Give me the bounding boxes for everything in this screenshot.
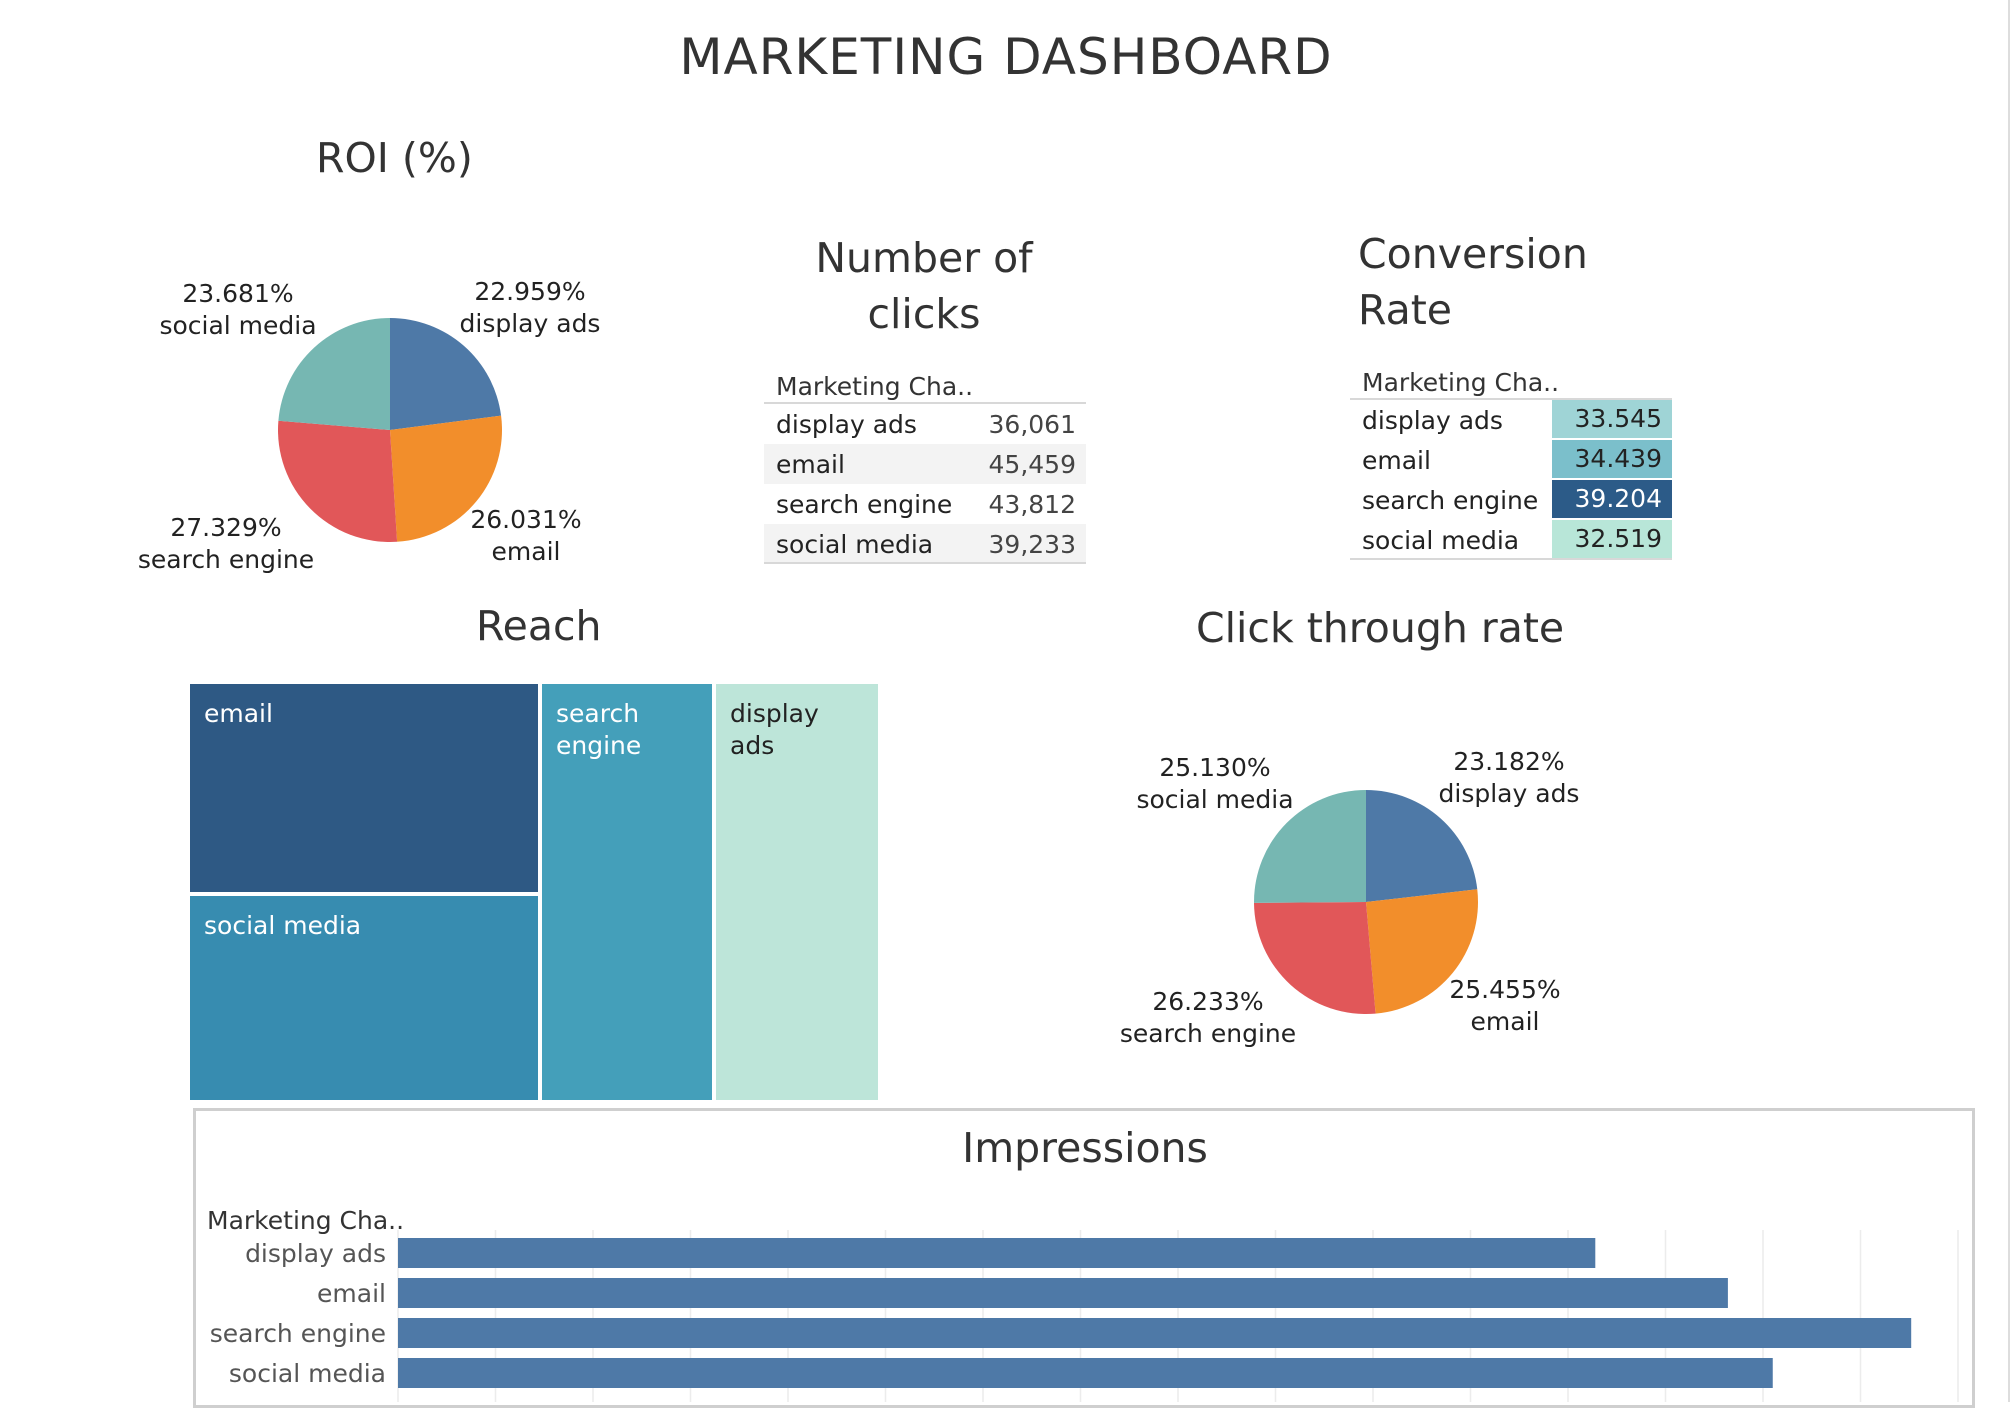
ctr-label-search-engine: 26.233% search engine [1118,986,1298,1050]
ctr-value-email: 25.455% [1449,975,1561,1004]
conversion-title-line2: Rate [1358,286,1453,334]
clicks-row-value: 39,233 [988,530,1076,559]
impressions-bar-display-ads [398,1238,1596,1268]
ctr-label-display-ads: 23.182% display ads [1424,746,1594,810]
roi-name-search-engine: search engine [137,545,315,574]
clicks-row-name: email [776,450,845,479]
dashboard-title: MARKETING DASHBOARD [679,28,1333,86]
impressions-bar-social-media [398,1358,1773,1388]
treemap-cell-email: email [188,682,540,894]
ctr-name-social-media: social media [1136,785,1294,814]
treemap-label-email: email [204,699,273,728]
impressions-title: Impressions [962,1124,1208,1172]
roi-value-social-media: 23.681% [182,279,294,308]
conversion-bottom-divider [1350,558,1672,560]
treemap-label-display-ads: display ads [730,699,819,760]
clicks-row-name: display ads [776,410,917,439]
clicks-row-value: 36,061 [988,410,1076,439]
conversion-header-divider [1350,398,1672,400]
conversion-row-name: social media [1362,526,1520,555]
impressions-column-header: Marketing Cha.. [207,1206,405,1235]
treemap-cell-social-media: social media [188,894,540,1102]
ctr-title: Click through rate [1196,604,1565,652]
table-row: social media [1350,520,1672,560]
clicks-table: Marketing Cha.. display ads 36,061 email… [764,368,1086,564]
conversion-column-header: Marketing Cha.. [1362,368,1560,397]
roi-slice-display-ads [390,318,502,430]
roi-value-email: 26.031% [470,505,582,534]
window-edge-line [2008,0,2010,1402]
clicks-title: Number of clicks [774,230,1074,342]
table-row: email [1350,440,1672,480]
roi-label-social-media: 23.681% social media [156,278,320,342]
ctr-name-display-ads: display ads [1438,779,1580,808]
impressions-bar-search-engine [398,1318,1912,1348]
ctr-label-email: 25.455% email [1420,974,1590,1038]
ctr-pie-chart [1254,790,1478,1014]
clicks-title-line2: clicks [867,290,981,338]
ctr-slice-email [1366,889,1478,1014]
ctr-slice-social-media [1254,790,1366,903]
conversion-value-cell: 32.519 [1552,520,1672,558]
ctr-slice-search-engine [1254,902,1376,1014]
treemap-cell-display-ads: display ads [714,682,880,1102]
table-row: email 45,459 [764,444,1086,484]
conversion-row-name: email [1362,446,1431,475]
ctr-value-search-engine: 26.233% [1152,987,1264,1016]
clicks-bottom-divider [764,562,1086,564]
roi-slice-email [390,415,502,542]
table-row: display ads 36,061 [764,404,1086,444]
impressions-category-label: search engine [210,1319,386,1348]
roi-value-display-ads: 22.959% [474,277,586,306]
impressions-category-label: email [317,1279,386,1308]
conversion-value-cell: 33.545 [1552,400,1672,438]
ctr-name-search-engine: search engine [1119,1019,1297,1048]
roi-label-search-engine: 27.329% search engine [136,512,316,576]
reach-treemap: email social media search engine display… [188,682,880,1102]
roi-value-search-engine: 27.329% [170,513,282,542]
roi-name-email: email [491,537,561,566]
conversion-value-cell: 34.439 [1552,440,1672,478]
impressions-bar-chart: display ads email search engine social medi… [210,1230,1959,1402]
table-row: search engine 43,812 [764,484,1086,524]
treemap-label-social-media: social media [204,911,362,940]
clicks-row-name: search engine [776,490,953,519]
ctr-name-email: email [1470,1007,1540,1036]
clicks-row-name: social media [776,530,934,559]
clicks-title-line1: Number of [815,234,1033,282]
conversion-row-name: search engine [1362,486,1539,515]
impressions-bar-email [398,1278,1728,1308]
ctr-label-social-media: 25.130% social media [1132,752,1298,816]
roi-pie-chart [278,318,502,542]
table-row: social media 39,233 [764,524,1086,564]
roi-title: ROI (%) [316,134,473,182]
roi-name-social-media: social media [159,311,317,340]
roi-slice-social-media [278,318,390,430]
ctr-value-display-ads: 23.182% [1453,747,1565,776]
clicks-header-divider [764,402,1086,404]
impressions-category-label: display ads [245,1239,386,1268]
ctr-slice-display-ads [1366,790,1478,902]
ctr-value-social-media: 25.130% [1159,753,1271,782]
treemap-label-search-line1: search [556,699,640,728]
roi-name-display-ads: display ads [459,309,601,338]
conversion-title: Conversion Rate [1358,226,1588,338]
table-row: display ads [1350,400,1672,440]
roi-slice-search-engine [278,420,398,542]
conversion-title-line1: Conversion [1358,230,1588,278]
clicks-row-value: 43,812 [988,490,1076,519]
impressions-category-label: social media [229,1359,386,1388]
table-row: search engine [1350,480,1672,520]
treemap-label-search-line2: engine [556,731,642,760]
conversion-value-cell: 39.204 [1552,480,1672,518]
reach-title: Reach [476,602,602,650]
conversion-row-name: display ads [1362,406,1503,435]
roi-label-display-ads: 22.959% display ads [450,276,610,340]
conversion-table: Marketing Cha.. display ads 33.545 email… [1350,364,1672,560]
treemap-cell-search-engine: search engine [540,682,714,1102]
clicks-column-header: Marketing Cha.. [776,372,974,401]
clicks-row-value: 45,459 [988,450,1076,479]
roi-label-email: 26.031% email [446,504,606,568]
